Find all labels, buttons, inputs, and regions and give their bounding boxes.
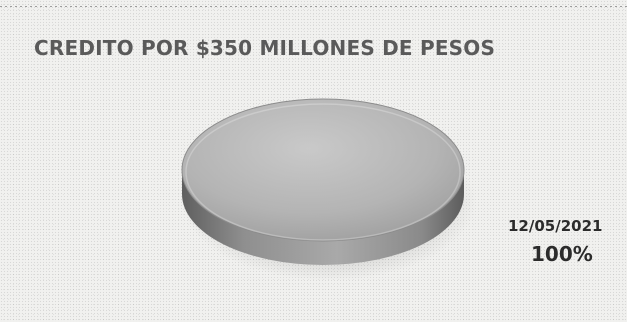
data-label-value: 100% (531, 242, 593, 266)
data-label-category: 12/05/2021 (508, 217, 603, 235)
chart-title: CREDITO POR $350 MILLONES DE PESOS (34, 36, 496, 60)
pie-slice-side (182, 170, 464, 265)
pie-slice (181, 98, 465, 242)
top-rule (0, 6, 627, 7)
pie-slices (181, 98, 476, 281)
pie-slice-highlight (185, 103, 461, 241)
